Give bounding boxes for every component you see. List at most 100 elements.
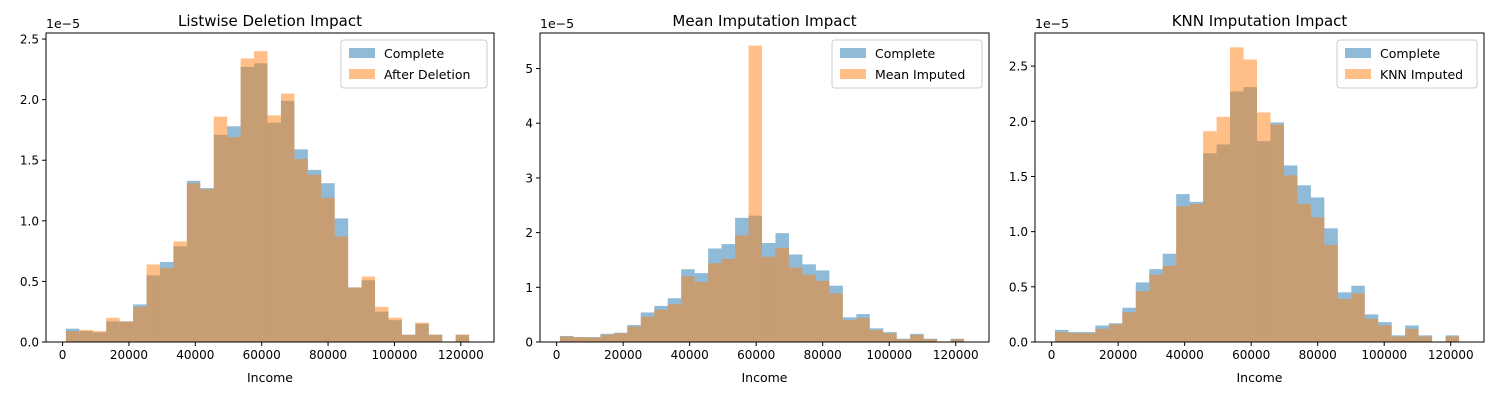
x-axis-label: Income <box>742 370 788 385</box>
legend: Complete Mean Imputed <box>831 39 983 89</box>
bar <box>1378 325 1392 342</box>
x-tick-label: 20000 <box>604 348 642 362</box>
chart-title: Listwise Deletion Impact <box>178 12 362 30</box>
bar <box>721 258 736 342</box>
bar <box>1351 293 1365 342</box>
bar <box>1405 328 1419 342</box>
bar <box>186 183 201 342</box>
legend-swatch <box>1345 69 1371 79</box>
x-tick-label: 0 <box>1048 348 1056 362</box>
legend-label: Complete <box>875 46 936 61</box>
bar <box>654 309 668 342</box>
bar <box>375 306 389 342</box>
bar <box>586 337 601 342</box>
legend: Complete KNN Imputed <box>1336 39 1478 89</box>
y-tick-label: 0.0 <box>1009 336 1028 350</box>
x-tick-label: 40000 <box>1166 348 1204 362</box>
bar <box>788 267 803 342</box>
y-tick-label: 2.0 <box>1009 115 1028 129</box>
bar <box>762 256 776 342</box>
bar <box>92 331 107 342</box>
legend-label: Complete <box>384 46 445 61</box>
bar <box>159 268 174 342</box>
bar <box>1189 204 1204 342</box>
bar <box>910 334 924 342</box>
bar <box>173 241 187 342</box>
bar <box>1270 124 1284 342</box>
x-tick-label: 40000 <box>671 348 709 362</box>
x-tick-label: 100000 <box>866 348 912 362</box>
y-scale-label: 1e−5 <box>1035 16 1069 31</box>
bar <box>883 333 897 342</box>
x-tick-label: 80000 <box>309 348 347 362</box>
legend-swatch <box>840 69 866 79</box>
bar <box>775 247 789 342</box>
y-tick-label: 2 <box>525 226 533 240</box>
x-tick-label: 80000 <box>1299 348 1337 362</box>
y-tick-label: 1.0 <box>20 214 39 228</box>
bar <box>1176 206 1190 342</box>
y-tick-label: 1.5 <box>1009 170 1028 184</box>
bar <box>1230 47 1244 342</box>
bar <box>294 159 308 342</box>
bar <box>79 329 93 342</box>
bar <box>600 334 614 342</box>
y-tick-label: 3 <box>525 171 533 185</box>
legend: Complete After Deletion <box>340 39 488 89</box>
bar <box>146 264 160 342</box>
x-tick-label: 60000 <box>737 348 775 362</box>
bar <box>627 326 641 342</box>
y-tick-label: 4 <box>525 117 533 131</box>
bar <box>802 274 816 342</box>
legend-swatch <box>840 48 866 58</box>
x-tick-label: 100000 <box>1361 348 1407 362</box>
bar <box>200 189 214 342</box>
x-tick-label: 80000 <box>804 348 842 362</box>
bar <box>1418 336 1433 342</box>
bar <box>815 280 830 342</box>
bar <box>1149 274 1163 342</box>
bar <box>1310 217 1325 342</box>
bar <box>950 339 965 342</box>
bar <box>573 337 587 342</box>
y-tick-label: 0.0 <box>20 336 39 350</box>
bar <box>640 316 655 342</box>
bar <box>681 276 695 342</box>
bar <box>1391 336 1406 342</box>
bar <box>227 137 241 342</box>
bar <box>856 317 870 342</box>
bar <box>1135 291 1150 342</box>
bar <box>829 293 843 342</box>
series-imputed <box>1054 47 1460 343</box>
x-tick-label: 120000 <box>1428 348 1474 362</box>
legend-box <box>831 39 983 89</box>
bar <box>1108 324 1123 342</box>
y-scale-label: 1e−5 <box>540 16 574 31</box>
chart-title: KNN Imputation Impact <box>1172 12 1348 30</box>
legend-label: Complete <box>1380 46 1441 61</box>
y-tick-label: 5 <box>525 62 533 76</box>
x-tick-label: 40000 <box>176 348 214 362</box>
axes-frame <box>539 32 990 343</box>
bar <box>1095 328 1109 342</box>
bar <box>240 58 255 342</box>
y-tick-label: 1.0 <box>1009 225 1028 239</box>
bar <box>1122 312 1136 342</box>
bar <box>1162 265 1177 342</box>
bar <box>388 317 402 342</box>
bar <box>401 334 416 342</box>
x-axis-label: Income <box>247 370 293 385</box>
bar <box>334 236 349 342</box>
bar <box>1081 333 1096 342</box>
axes-frame <box>45 32 495 343</box>
bar <box>667 304 682 342</box>
bar <box>559 336 574 342</box>
legend-label: Mean Imputed <box>875 67 965 82</box>
bar <box>1216 116 1231 343</box>
legend-swatch <box>349 48 375 58</box>
y-scale-label: 1e−5 <box>46 16 80 31</box>
y-tick-label: 1 <box>525 281 533 295</box>
y-tick-label: 0 <box>525 336 533 350</box>
legend-swatch <box>349 69 375 79</box>
bar <box>213 116 228 342</box>
